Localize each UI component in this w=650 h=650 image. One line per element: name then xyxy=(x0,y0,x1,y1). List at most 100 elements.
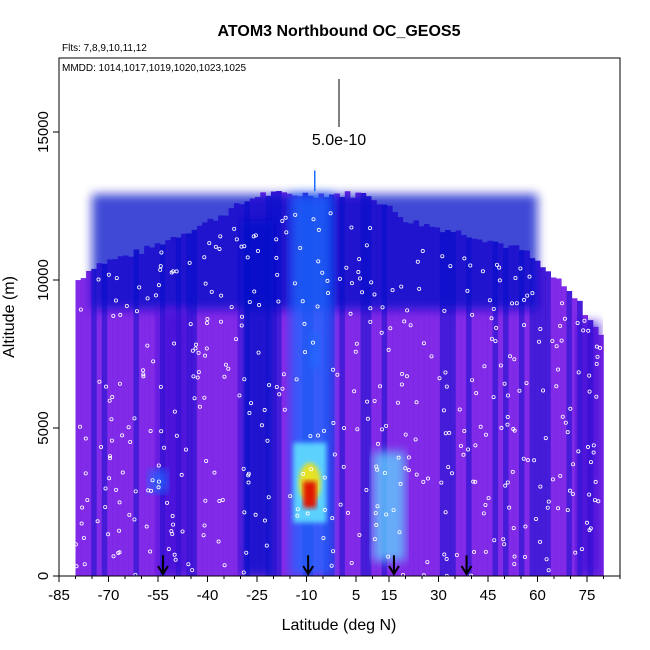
sample-point xyxy=(239,244,244,249)
sample-point xyxy=(247,411,252,416)
x-tick-label: 5 xyxy=(352,587,360,604)
sample-point xyxy=(494,325,499,330)
sample-point xyxy=(582,318,587,323)
sample-point xyxy=(486,496,491,501)
sample-point xyxy=(295,507,300,512)
curtain-column xyxy=(107,259,113,576)
curtain-column xyxy=(466,237,472,576)
sample-point xyxy=(162,445,167,450)
sample-point xyxy=(558,473,563,478)
curtain-column xyxy=(550,277,557,576)
sample-point xyxy=(373,511,378,516)
sample-point xyxy=(298,246,303,251)
sample-point xyxy=(145,343,150,348)
sample-point xyxy=(174,433,179,438)
arrow-markers xyxy=(157,555,473,576)
dates-label: MMDD: 1014,1017,1019,1020,1023,1025 xyxy=(62,63,246,74)
sample-point xyxy=(247,300,252,305)
sample-point xyxy=(266,495,271,500)
curtain-column xyxy=(223,215,229,576)
sample-point xyxy=(242,377,247,382)
sample-point xyxy=(527,274,532,279)
sample-point xyxy=(357,257,362,262)
sample-point xyxy=(429,354,434,359)
sample-point xyxy=(265,438,270,443)
sample-point xyxy=(592,498,597,503)
sample-point xyxy=(204,458,209,463)
sample-point xyxy=(80,505,85,510)
sample-point xyxy=(156,479,161,484)
sample-point xyxy=(502,542,507,547)
sample-point xyxy=(354,341,359,346)
sample-point xyxy=(172,341,177,346)
sample-point xyxy=(415,259,420,264)
sample-point xyxy=(558,323,563,328)
sample-point xyxy=(151,359,156,364)
x-tick-label: -10 xyxy=(296,587,318,604)
sample-point xyxy=(234,337,239,342)
sample-point xyxy=(408,323,413,328)
sample-point xyxy=(357,532,362,537)
sample-point xyxy=(505,393,510,398)
sample-point xyxy=(595,354,600,359)
sample-point xyxy=(444,557,449,562)
sample-point xyxy=(141,374,146,379)
sample-point xyxy=(579,547,584,552)
sample-point xyxy=(156,463,161,468)
sample-point xyxy=(222,563,227,568)
sample-point xyxy=(380,305,385,310)
sample-point xyxy=(148,428,153,433)
y-tick-label: 15000 xyxy=(35,111,52,153)
sample-point xyxy=(137,285,142,290)
sample-point xyxy=(543,436,548,441)
sample-point xyxy=(461,452,466,457)
sample-point xyxy=(364,243,369,248)
sample-point xyxy=(532,458,537,463)
concentration-feature xyxy=(240,220,274,576)
sample-point xyxy=(217,246,222,251)
sample-point xyxy=(482,364,487,369)
sample-point xyxy=(382,471,387,476)
sample-point xyxy=(560,301,565,306)
sample-point xyxy=(517,388,522,393)
sample-point xyxy=(587,492,592,497)
sample-point xyxy=(483,502,488,507)
sample-point xyxy=(309,467,314,472)
sample-point xyxy=(300,299,305,304)
sample-point xyxy=(133,489,138,494)
curtain-column xyxy=(540,267,546,576)
x-axis: -85 -70 -55 -40 -25 -10 5 15 30 45 60 75 xyxy=(48,576,621,604)
sample-point xyxy=(522,323,527,328)
sample-point xyxy=(349,281,354,286)
sample-point xyxy=(145,296,150,301)
sample-point xyxy=(180,529,185,534)
sample-point xyxy=(120,433,125,438)
sample-point xyxy=(563,420,568,425)
curtain-column xyxy=(339,196,346,576)
sample-point xyxy=(212,470,217,475)
curtain-column xyxy=(112,259,119,576)
sample-point xyxy=(240,314,245,319)
sample-point xyxy=(372,537,377,542)
sample-point xyxy=(364,488,369,493)
sample-point xyxy=(555,367,560,372)
sample-point xyxy=(441,408,446,413)
sample-point xyxy=(179,472,184,477)
sample-point xyxy=(320,270,325,275)
sample-point xyxy=(446,465,451,470)
curtain-column xyxy=(561,286,567,576)
curtain-column xyxy=(101,263,108,576)
sample-point xyxy=(522,555,527,560)
sample-point xyxy=(587,373,592,378)
sample-point xyxy=(158,267,163,272)
sample-point xyxy=(251,234,256,239)
sample-point xyxy=(568,406,573,411)
sample-point xyxy=(183,447,188,452)
sample-point xyxy=(172,552,177,557)
sample-point xyxy=(439,480,444,485)
sample-point xyxy=(171,269,176,274)
sample-point xyxy=(344,265,349,270)
x-tick-label: 75 xyxy=(579,587,596,604)
curtain-column xyxy=(365,196,372,576)
sample-point xyxy=(284,230,289,235)
